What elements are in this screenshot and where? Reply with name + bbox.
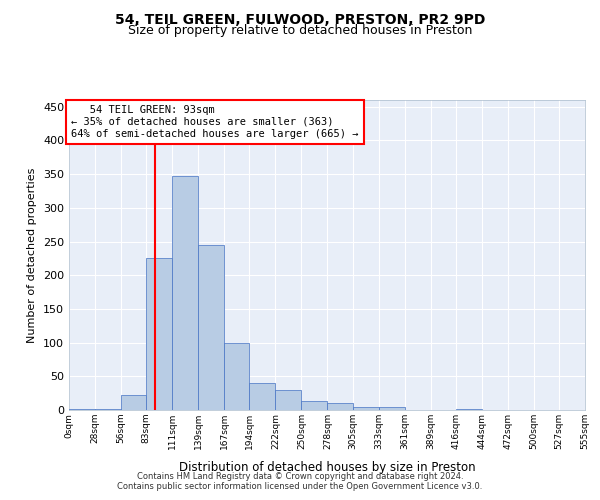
Bar bbox=[328, 404, 353, 410]
Text: Size of property relative to detached houses in Preston: Size of property relative to detached ho… bbox=[128, 24, 472, 37]
Bar bbox=[224, 342, 250, 410]
Bar bbox=[146, 258, 172, 410]
Bar bbox=[95, 408, 121, 410]
Bar bbox=[275, 390, 301, 410]
Bar bbox=[379, 406, 404, 410]
Bar bbox=[69, 408, 95, 410]
Text: Distribution of detached houses by size in Preston: Distribution of detached houses by size … bbox=[179, 461, 475, 474]
Bar bbox=[301, 401, 328, 410]
Bar bbox=[121, 394, 146, 410]
Bar bbox=[198, 245, 224, 410]
Bar bbox=[250, 383, 275, 410]
Bar bbox=[456, 408, 482, 410]
Text: Contains HM Land Registry data © Crown copyright and database right 2024.
Contai: Contains HM Land Registry data © Crown c… bbox=[118, 472, 482, 491]
Text: 54, TEIL GREEN, FULWOOD, PRESTON, PR2 9PD: 54, TEIL GREEN, FULWOOD, PRESTON, PR2 9P… bbox=[115, 12, 485, 26]
Bar bbox=[353, 406, 379, 410]
Bar bbox=[172, 176, 198, 410]
Y-axis label: Number of detached properties: Number of detached properties bbox=[28, 168, 37, 342]
Text: 54 TEIL GREEN: 93sqm
← 35% of detached houses are smaller (363)
64% of semi-deta: 54 TEIL GREEN: 93sqm ← 35% of detached h… bbox=[71, 106, 358, 138]
